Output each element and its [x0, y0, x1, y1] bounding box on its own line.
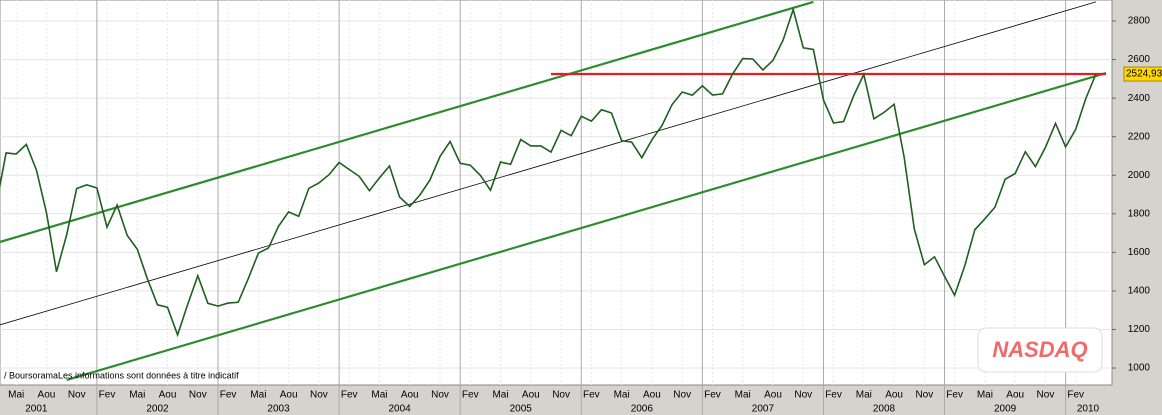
x-tick-label: Aou — [38, 390, 56, 401]
year-label: 2001 — [25, 404, 48, 415]
y-tick-label: 2200 — [1128, 131, 1151, 142]
last-price-label: 2524,93 — [1126, 69, 1162, 80]
x-tick-label: Nov — [68, 390, 86, 401]
last-price-box — [1123, 66, 1162, 82]
labels: 1000 1200 1400 1600 1800 2000 2200 2400 2600 2800… — [8, 16, 1162, 415]
year-label: 2003 — [267, 404, 290, 415]
trend-line — [0, 1, 1097, 326]
x-tick-label: Mai — [492, 390, 508, 401]
x-tick-label: Fev — [220, 390, 237, 401]
year-label: 2008 — [873, 404, 896, 415]
x-tick-label: Fev — [462, 390, 479, 401]
year-label: 2007 — [752, 404, 775, 415]
year-label: 2009 — [994, 404, 1017, 415]
x-tick-label: Nov — [431, 390, 449, 401]
x-tick-label: Mai — [614, 390, 630, 401]
chart-title: NASDAQ — [992, 337, 1087, 362]
x-tick-label: Fev — [99, 390, 116, 401]
x-tick-label: Fev — [946, 390, 963, 401]
x-tick-label: Mai — [735, 390, 751, 401]
x-tick-label: Mai — [250, 390, 266, 401]
y-tick-label: 1800 — [1128, 208, 1151, 219]
x-tick-label: Aou — [159, 390, 177, 401]
plot-area — [0, 0, 1113, 386]
x-tick-label: Nov — [794, 390, 812, 401]
y-tick-label: 2000 — [1128, 170, 1151, 181]
marks — [0, 0, 1107, 382]
x-tick-label: Nov — [915, 390, 933, 401]
trend-line — [66, 72, 1107, 382]
x-tick-label: Mai — [8, 390, 24, 401]
logo-box — [977, 327, 1103, 373]
trend-line — [0, 0, 814, 244]
grid — [0, 0, 1116, 415]
source-note: / BoursoramaLes informations sont donnée… — [4, 370, 239, 380]
x-tick-label: Fev — [1067, 390, 1084, 401]
x-tick-label: Nov — [189, 390, 207, 401]
x-tick-label: Fev — [341, 390, 358, 401]
x-tick-label: Mai — [977, 390, 993, 401]
price-line — [0, 6, 1097, 338]
x-tick-label: Mai — [856, 390, 872, 401]
x-tick-label: Mai — [371, 390, 387, 401]
y-tick-label: 2600 — [1128, 54, 1151, 65]
y-tick-label: 1000 — [1128, 363, 1151, 374]
year-label: 2010 — [1077, 404, 1100, 415]
x-tick-label: Aou — [401, 390, 419, 401]
year-label: 2006 — [631, 404, 654, 415]
year-label: 2004 — [389, 404, 412, 415]
year-label: 2005 — [510, 404, 533, 415]
x-tick-label: Nov — [310, 390, 328, 401]
y-tick-label: 1400 — [1128, 286, 1151, 297]
y-tick-label: 1200 — [1128, 324, 1151, 335]
y-tick-label: 2400 — [1128, 93, 1151, 104]
y-tick-label: 1600 — [1128, 247, 1151, 258]
x-tick-label: Aou — [1006, 390, 1024, 401]
x-tick-label: Fev — [704, 390, 721, 401]
year-label: 2002 — [146, 404, 169, 415]
x-tick-label: Aou — [764, 390, 782, 401]
x-tick-label: Fev — [583, 390, 600, 401]
x-tick-label: Aou — [522, 390, 540, 401]
x-tick-label: Aou — [280, 390, 298, 401]
x-tick-label: Nov — [552, 390, 570, 401]
x-tick-label: Mai — [129, 390, 145, 401]
x-tick-label: Aou — [885, 390, 903, 401]
x-tick-label: Aou — [643, 390, 661, 401]
x-tick-label: Fev — [825, 390, 842, 401]
x-tick-label: Nov — [1037, 390, 1055, 401]
y-tick-label: 2800 — [1128, 16, 1151, 27]
x-tick-label: Nov — [673, 390, 691, 401]
